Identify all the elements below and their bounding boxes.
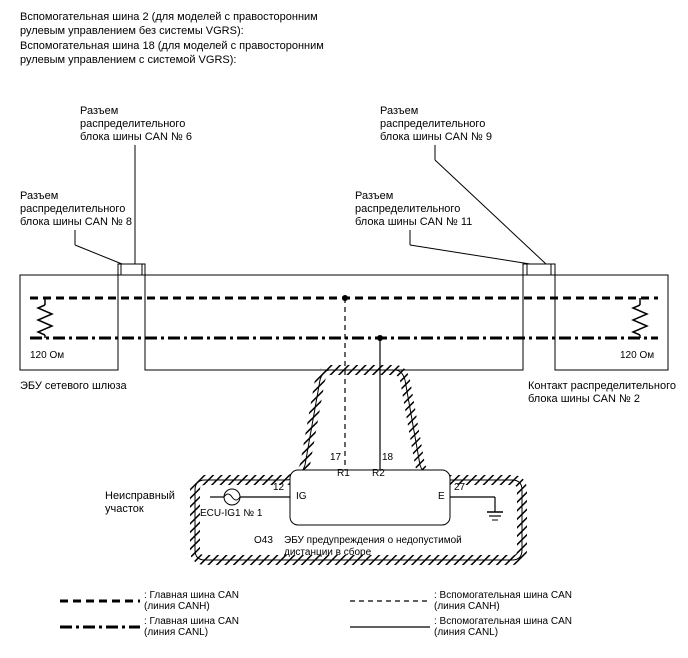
pin-12: 12 [273, 482, 284, 494]
legend-canh-aux: : Вспомогательная шина CAN (линия CANH) [350, 590, 572, 612]
pin-27: 27 [454, 482, 465, 494]
resistor-right-label: 120 Ом [620, 350, 654, 361]
legend-right: : Вспомогательная шина CAN (линия CANH) … [350, 590, 572, 642]
pin-18: 18 [382, 452, 393, 464]
o43-label: O43 [254, 535, 273, 547]
pin-r2: R2 [372, 468, 385, 480]
precrash-label: ЭБУ предупреждения о недопустимой дистан… [284, 535, 462, 559]
legend-canh-main: : Главная шина CAN (линия CANH) [60, 590, 239, 612]
gateway-label: ЭБУ сетевого шлюза [20, 380, 127, 393]
pin-r1: R1 [337, 468, 350, 480]
pin-17: 17 [330, 452, 341, 464]
legend-left: : Главная шина CAN (линия CANH) : Главна… [60, 590, 239, 642]
legend-canl-aux: : Вспомогательная шина CAN (линия CANL) [350, 616, 572, 638]
fault-area-label: Неисправный участок [105, 490, 175, 516]
legend-canl-main: : Главная шина CAN (линия CANL) [60, 616, 239, 638]
pin-ig: IG [296, 491, 307, 503]
resistor-left-label: 120 Ом [30, 350, 64, 361]
wiring-diagram [0, 0, 688, 658]
ecu-ig-label: ECU-IG1 № 1 [200, 508, 262, 520]
can-contact-label: Контакт распределительного блока шины CA… [528, 380, 676, 406]
pin-e: E [438, 491, 445, 503]
